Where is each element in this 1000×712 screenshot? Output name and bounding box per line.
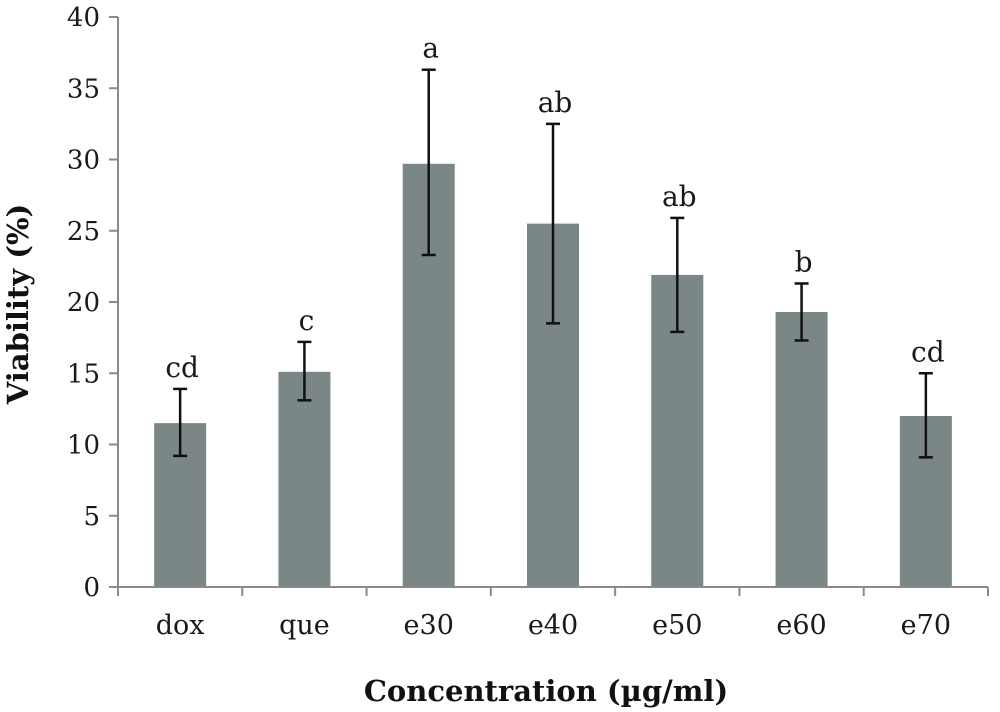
significance-label-e30: a (422, 32, 439, 65)
significance-label-e50: ab (662, 180, 697, 213)
y-tick-label: 25 (67, 217, 100, 247)
y-axis-ticks: 0 5 10 15 20 25 30 35 40 (67, 3, 118, 603)
y-tick-label: 10 (67, 431, 100, 461)
y-tick-label: 15 (67, 359, 100, 389)
y-axis-title: Viability (%) (1, 204, 35, 405)
x-tick-label-que: que (279, 610, 330, 641)
bar-que (278, 371, 331, 587)
significance-label-e40: ab (538, 86, 573, 119)
significance-labels: cd c a ab ab b cd (165, 32, 944, 384)
x-tick-label-e30: e30 (404, 610, 454, 641)
x-axis-title: Concentration (µg/ml) (364, 674, 728, 708)
significance-label-e60: b (795, 245, 813, 278)
x-tick-label-e40: e40 (528, 610, 578, 641)
x-tick-label-e50: e50 (652, 610, 702, 641)
y-tick-label: 40 (67, 3, 100, 33)
x-tick-label-e70: e70 (901, 610, 951, 641)
significance-label-que: c (299, 304, 315, 337)
bar-e60 (775, 311, 828, 587)
significance-label-e70: cd (911, 335, 945, 368)
bars (154, 163, 952, 587)
axes (117, 17, 989, 596)
significance-label-dox: cd (165, 351, 199, 384)
y-tick-label: 5 (83, 502, 100, 532)
y-tick-label: 30 (67, 146, 100, 176)
error-bars (173, 68, 933, 459)
y-tick-label: 35 (67, 74, 100, 104)
x-tick-label-e60: e60 (776, 610, 826, 641)
y-tick-label: 0 (83, 573, 100, 603)
x-tick-label-dox: dox (156, 610, 205, 641)
x-axis-categories: dox que e30 e40 e50 e60 e70 (156, 610, 951, 641)
y-tick-label: 20 (67, 288, 100, 318)
